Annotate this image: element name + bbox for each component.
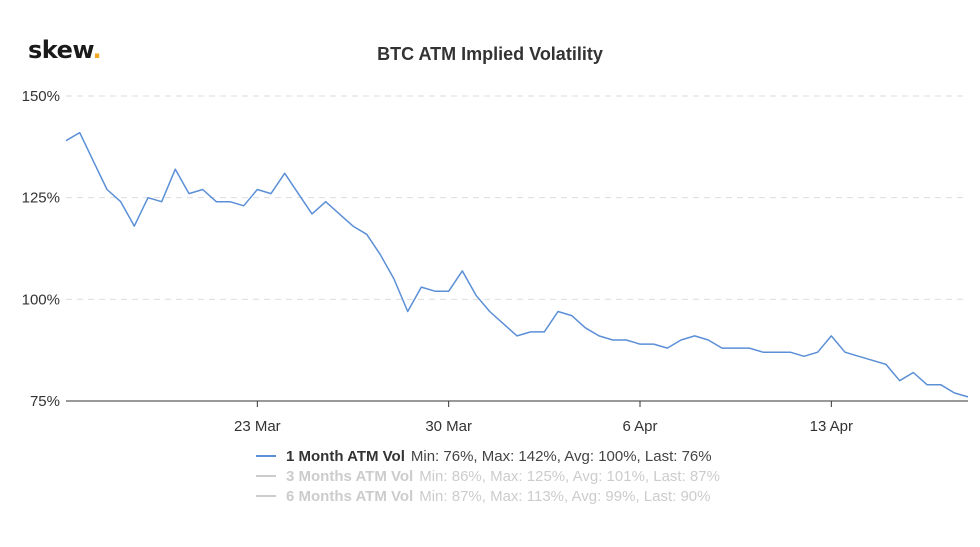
logo-dot: .: [92, 36, 102, 64]
logo-text: skew: [28, 36, 93, 64]
grid-layer: [66, 95, 968, 402]
legend-series-stats: Min: 76%, Max: 142%, Avg: 100%, Last: 76…: [410, 447, 712, 465]
legend-series-name: 1 Month ATM Vol: [286, 447, 405, 465]
legend-swatch-1-month: [256, 455, 276, 457]
legend-series-name: 3 Months ATM Vol: [286, 467, 414, 485]
x-tick-label: 30 Mar: [425, 418, 472, 435]
legend-item-6-months[interactable]: 6 Months ATM Vol Min: 87%, Max: 113%, Av…: [256, 486, 720, 506]
legend-series-stats: Min: 86%, Max: 125%, Avg: 101%, Last: 87…: [419, 467, 720, 485]
skew-logo: skew.: [28, 36, 102, 64]
legend-swatch-3-months: [256, 475, 276, 477]
legend-series-stats: Min: 87%, Max: 113%, Avg: 99%, Last: 90%: [419, 487, 711, 505]
x-tick-label: 23 Mar: [234, 418, 281, 435]
legend-item-3-months[interactable]: 3 Months ATM Vol Min: 86%, Max: 125%, Av…: [256, 466, 720, 486]
x-tick-label: 6 Apr: [622, 418, 657, 435]
legend-item-1-month[interactable]: 1 Month ATM Vol Min: 76%, Max: 142%, Avg…: [256, 446, 720, 466]
y-tick-label: 125%: [22, 190, 60, 207]
legend-series-name: 6 Months ATM Vol: [286, 487, 414, 505]
y-tick-label: 100%: [22, 291, 60, 308]
x-tick-label: 13 Apr: [810, 418, 853, 435]
chart-title: BTC ATM Implied Volatility: [377, 44, 603, 64]
y-tick-label: 150%: [22, 88, 60, 105]
series-layer: [65, 131, 969, 398]
chart-legend: 1 Month ATM Vol Min: 76%, Max: 142%, Avg…: [256, 446, 720, 506]
y-tick-label: 75%: [30, 393, 60, 410]
axis-layer: 150% 125% 100% 75% 23 Mar 30 Mar 6 Apr 13 Apr: [22, 88, 853, 435]
series-line-1-month-atm-vol: [65, 131, 969, 398]
legend-swatch-6-months: [256, 495, 276, 497]
